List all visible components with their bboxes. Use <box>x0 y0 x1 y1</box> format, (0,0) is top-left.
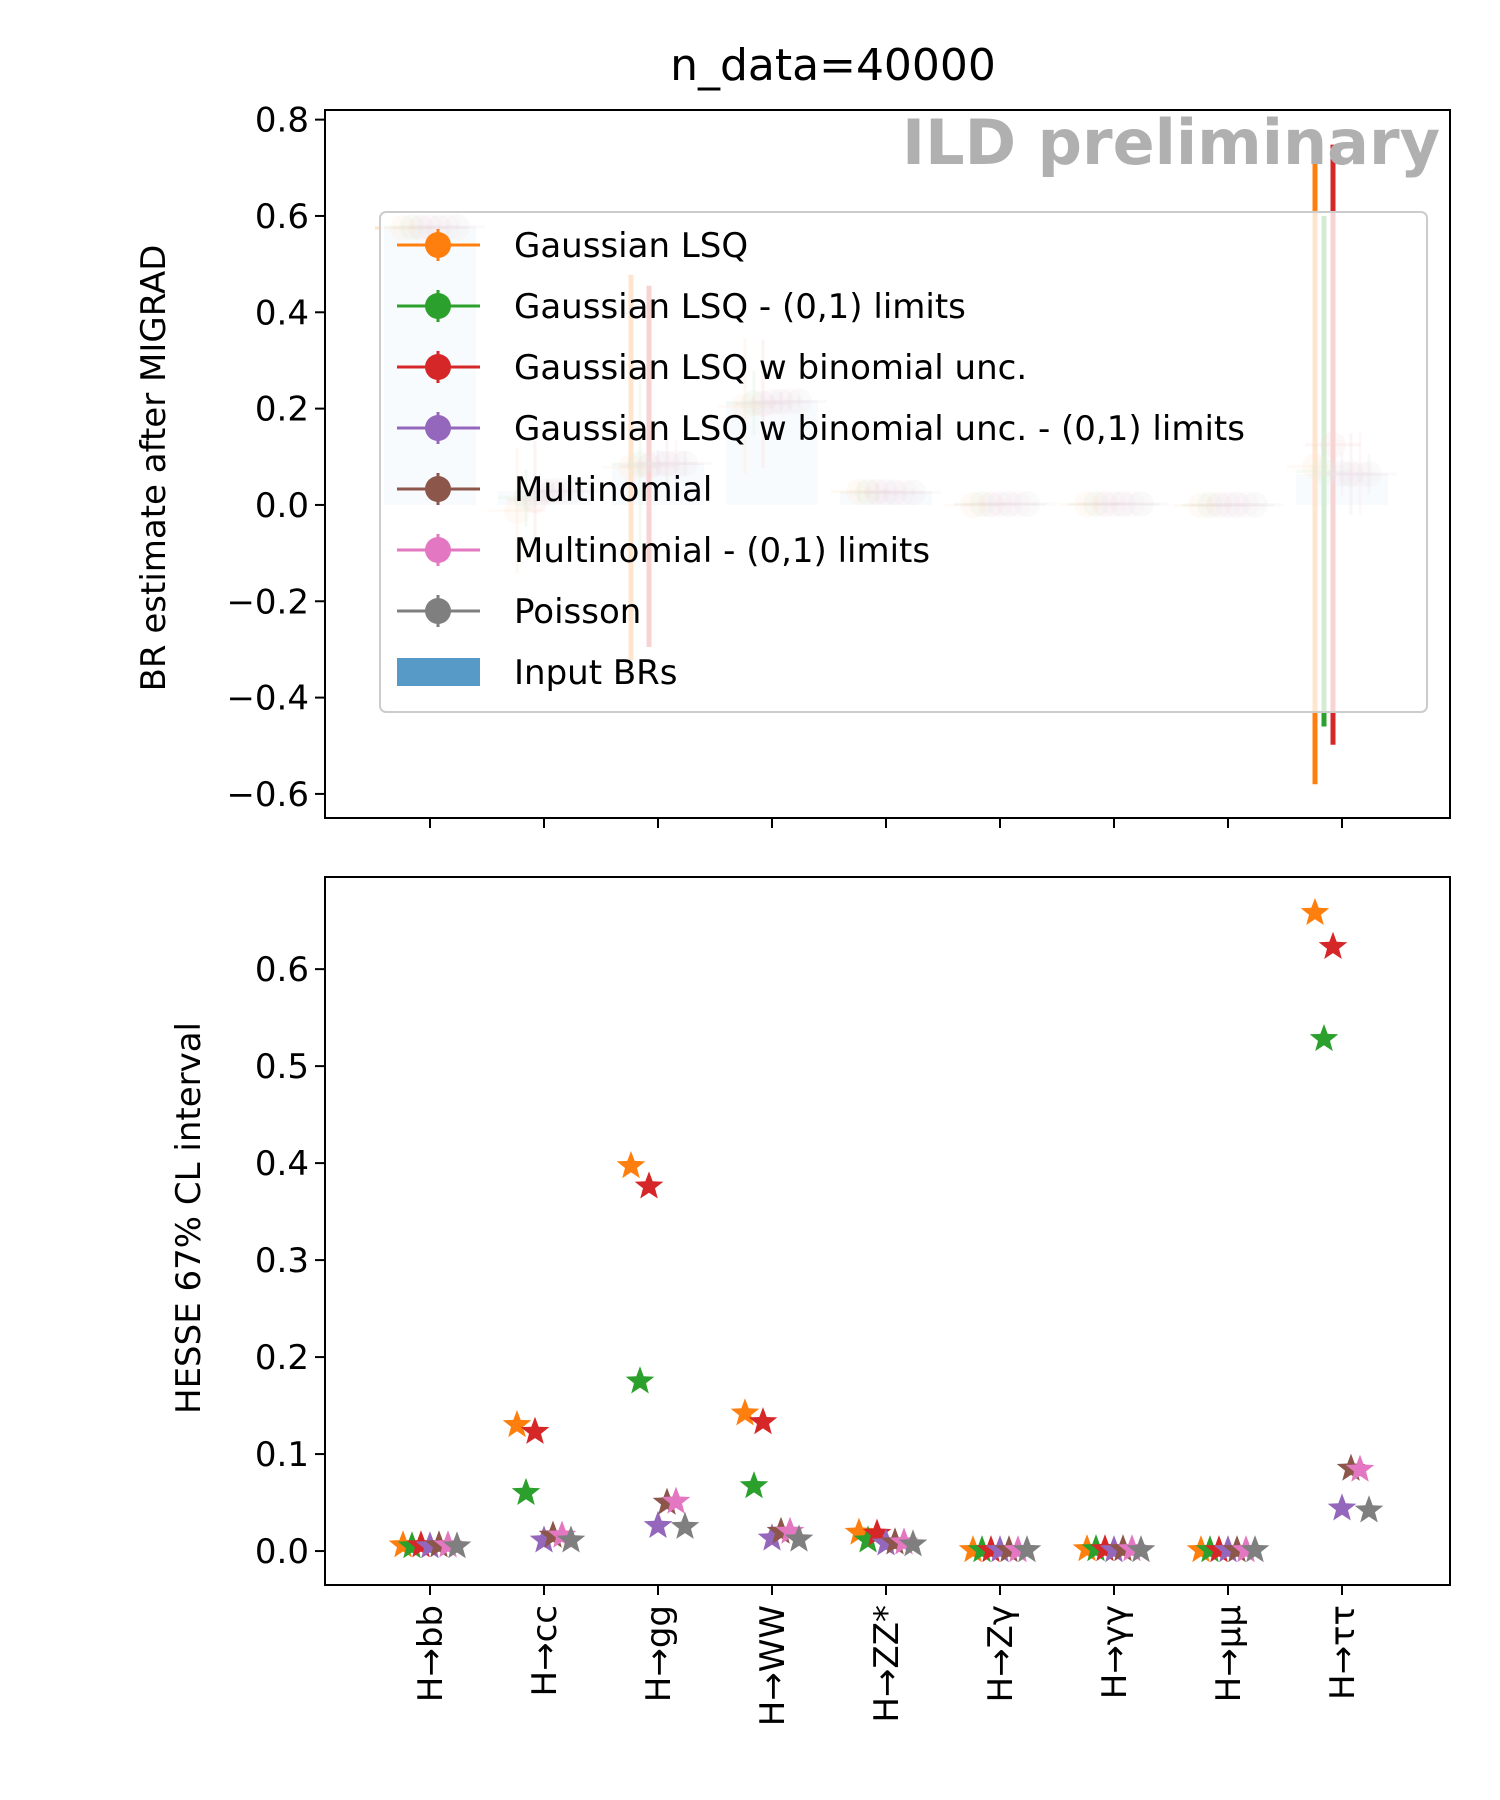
star-marker <box>748 1407 778 1435</box>
legend-label: Input BRs <box>514 653 678 693</box>
x-tick-label: H→gg <box>639 1605 679 1702</box>
star-marker <box>853 1525 883 1553</box>
x-tick-label: H→γγ <box>1095 1605 1135 1699</box>
bottom-y-axis-label: HESSE 67% CL interval <box>169 1022 209 1414</box>
legend-label: Gaussian LSQ w binomial unc. - (0,1) lim… <box>514 409 1245 449</box>
star-marker <box>784 1524 814 1552</box>
legend-marker <box>425 293 451 319</box>
legend-marker <box>425 537 451 563</box>
star-marker <box>1126 1535 1156 1563</box>
star-marker <box>1327 1493 1357 1521</box>
y-tick-label: 0.2 <box>255 390 309 430</box>
legend-marker <box>425 354 451 380</box>
star-marker <box>625 1366 655 1394</box>
top-plot-frame <box>324 109 1451 819</box>
x-tick-label: H→μμ <box>1209 1605 1249 1702</box>
y-tick-label: 0.5 <box>255 1047 309 1087</box>
x-tick-label: H→ZZ* <box>867 1605 907 1723</box>
star-marker <box>739 1471 769 1499</box>
star-marker <box>1345 1454 1375 1482</box>
star-marker <box>1309 1024 1339 1052</box>
star-marker <box>1318 931 1348 959</box>
star-marker <box>556 1525 586 1553</box>
legend-label: Gaussian LSQ <box>514 226 748 266</box>
legend: Gaussian LSQ Gaussian LSQ - (0,1) limits G… <box>379 211 1428 713</box>
star-marker <box>529 1525 559 1553</box>
star-marker <box>643 1510 673 1538</box>
star-marker <box>862 1518 892 1546</box>
star-marker <box>775 1516 805 1544</box>
star-marker <box>1354 1495 1384 1523</box>
top-panel: −0.6 −0.4 −0.2 0.0 0.2 0.4 0.6 0.8 ILD prelimin… <box>134 101 1451 828</box>
y-tick-label: −0.6 <box>226 775 309 815</box>
bottom-panel: 0.0 0.1 0.2 0.3 0.4 0.5 0.6 H→bb H→cc H→gg H→WW H→Z… <box>169 876 1451 1726</box>
x-tick-label: H→ττ <box>1323 1605 1363 1700</box>
star-marker <box>502 1410 532 1438</box>
star-marker <box>757 1523 787 1551</box>
x-tick-label: H→bb <box>411 1605 451 1702</box>
y-tick-label: 0.2 <box>255 1338 309 1378</box>
star-marker <box>1300 897 1330 925</box>
legend-patch <box>397 658 480 686</box>
x-tick-label: H→WW <box>753 1605 793 1726</box>
star-marker <box>730 1398 760 1426</box>
star-marker <box>661 1486 691 1514</box>
y-tick-label: 0.8 <box>255 101 309 141</box>
star-marker <box>1240 1535 1270 1563</box>
legend-marker <box>425 598 451 624</box>
star-marker <box>511 1477 541 1505</box>
y-tick-label: 0.6 <box>255 197 309 237</box>
star-marker <box>616 1151 646 1179</box>
star-marker <box>898 1529 928 1557</box>
x-tick-label: H→cc <box>525 1605 565 1696</box>
y-tick-label: −0.4 <box>226 679 309 719</box>
y-tick-label: 0.1 <box>255 1435 309 1475</box>
legend-marker <box>425 232 451 258</box>
y-tick-label: 0.4 <box>255 293 309 333</box>
y-tick-label: 0.0 <box>255 1532 309 1572</box>
bottom-markers <box>388 897 1384 1563</box>
legend-marker <box>425 415 451 441</box>
y-tick-label: 0.0 <box>255 486 309 526</box>
star-marker <box>844 1517 874 1545</box>
legend-box <box>379 211 1428 713</box>
bottom-plot-frame <box>324 876 1451 1586</box>
legend-label: Gaussian LSQ w binomial unc. <box>514 348 1027 388</box>
chart-title: n_data=40000 <box>670 40 996 91</box>
y-tick-label: −0.2 <box>226 582 309 622</box>
legend-label: Multinomial - (0,1) limits <box>514 531 930 571</box>
star-marker <box>547 1520 577 1548</box>
star-marker <box>634 1171 664 1199</box>
star-marker <box>442 1531 472 1559</box>
y-tick-label: 0.6 <box>255 950 309 990</box>
top-axes: −0.6 −0.4 −0.2 0.0 0.2 0.4 0.6 0.8 <box>226 101 1451 828</box>
watermark: ILD preliminary <box>902 106 1440 179</box>
x-tick-label: H→Zγ <box>981 1605 1021 1702</box>
legend-label: Multinomial <box>514 470 712 510</box>
legend-label: Poisson <box>514 592 641 632</box>
top-y-axis-label: BR estimate after MIGRAD <box>134 245 174 692</box>
bottom-axes: 0.0 0.1 0.2 0.3 0.4 0.5 0.6 H→bb H→cc H→gg H→WW H→Z… <box>255 876 1451 1726</box>
legend-marker <box>425 476 451 502</box>
star-marker <box>1012 1535 1042 1563</box>
legend-label: Gaussian LSQ - (0,1) limits <box>514 287 966 327</box>
y-tick-label: 0.3 <box>255 1241 309 1281</box>
star-marker <box>520 1416 550 1444</box>
y-tick-label: 0.4 <box>255 1144 309 1184</box>
star-marker <box>670 1511 700 1539</box>
